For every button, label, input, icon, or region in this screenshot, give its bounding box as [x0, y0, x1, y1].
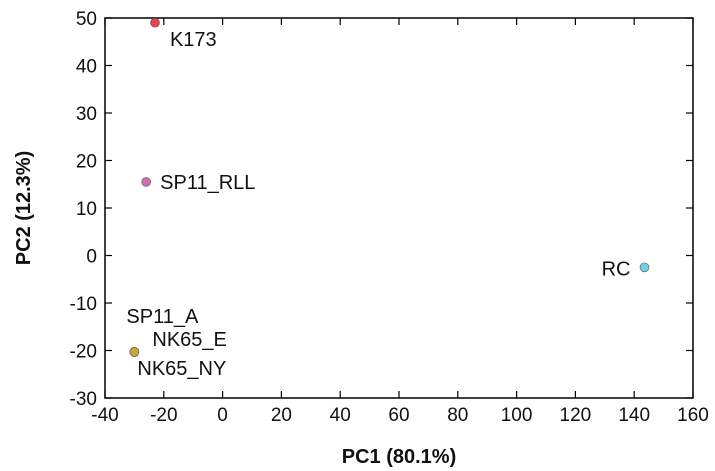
y-axis-ticks: -30 -20 -10 0 10 20 30 40 50: [70, 9, 693, 410]
x-tick-label: 20: [271, 405, 292, 426]
x-tick-label: 160: [677, 405, 709, 426]
data-points: [129, 17, 650, 357]
label-sp11-rll: SP11_RLL: [160, 172, 255, 194]
x-tick-label: 60: [388, 405, 409, 426]
point-rc: [639, 262, 650, 273]
label-nk65-ny: NK65_NY: [137, 358, 226, 380]
y-tick-label: 40: [76, 57, 97, 78]
x-tick-label: 120: [560, 405, 592, 426]
label-rc: RC: [602, 258, 631, 280]
y-tick-label: 50: [76, 9, 97, 30]
point-sp11-rll: [141, 177, 151, 187]
label-nk65-e: NK65_E: [152, 329, 227, 351]
label-k173: K173: [170, 29, 217, 51]
x-axis-ticks: -40 -20 0 20 40 60 80 100 120 140 160: [91, 18, 709, 426]
y-tick-label: -10: [70, 294, 97, 315]
x-tick-label: 80: [447, 405, 468, 426]
point-nk65-ny: [129, 347, 140, 357]
y-tick-label: 10: [76, 199, 97, 220]
x-tick-label: 40: [330, 405, 351, 426]
y-axis-title: PC2 (12.3%): [13, 151, 35, 266]
y-tick-label: -20: [70, 342, 97, 363]
y-tick-label: -30: [70, 389, 97, 410]
x-tick-label: -20: [150, 405, 177, 426]
y-tick-label: 0: [86, 247, 97, 268]
y-tick-label: 20: [76, 152, 97, 173]
x-tick-label: 140: [618, 405, 650, 426]
x-tick-label: 0: [217, 405, 228, 426]
y-tick-label: 30: [76, 104, 97, 125]
x-axis-title: PC1 (80.1%): [342, 446, 457, 468]
x-tick-label: -40: [91, 405, 118, 426]
label-sp11-a: SP11_A: [126, 306, 199, 328]
x-tick-label: 100: [501, 405, 533, 426]
point-k173: [150, 17, 160, 28]
